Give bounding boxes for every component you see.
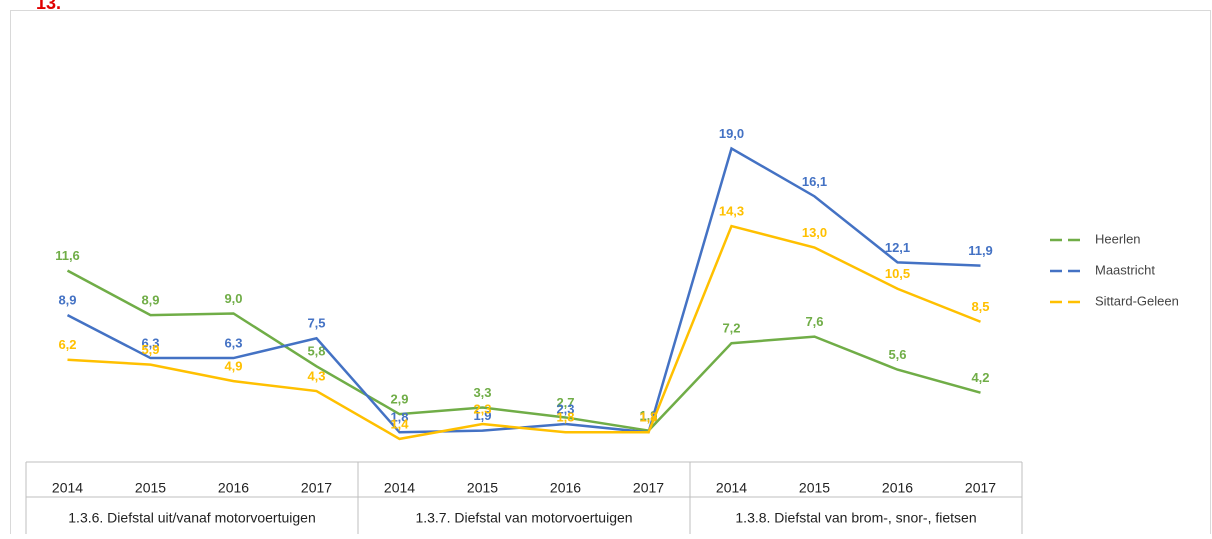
data-label: 2,3 <box>556 401 574 416</box>
line <box>66 269 981 432</box>
data-label: 11,6 <box>55 248 80 263</box>
data-label: 6,3 <box>141 335 159 350</box>
x-tick-label: 2017 <box>301 480 332 496</box>
data-label: 8,9 <box>58 293 76 308</box>
data-label: 19,0 <box>719 126 744 141</box>
data-label: 13,0 <box>802 225 827 240</box>
line <box>67 224 981 441</box>
x-tick-label: 2015 <box>799 480 830 496</box>
data-label: 8,5 <box>971 299 989 314</box>
legend-label: Maastricht <box>1095 262 1155 277</box>
x-tick-label: 2014 <box>384 480 415 496</box>
data-label: 5,9 <box>141 342 159 357</box>
data-label: 5,6 <box>888 347 906 362</box>
data-label: 12,1 <box>885 240 910 255</box>
heading: 13. <box>36 0 61 13</box>
x-tick-label: 2016 <box>550 480 581 496</box>
x-tick-label: 2014 <box>52 480 83 496</box>
data-label: 9,0 <box>224 291 242 306</box>
data-label: 1,8 <box>390 410 408 425</box>
x-tick-label: 2017 <box>633 480 664 496</box>
legend-label: Heerlen <box>1095 231 1141 246</box>
data-label: 7,2 <box>722 321 740 336</box>
data-label: 7,6 <box>805 314 823 329</box>
x-tick-label: 2016 <box>218 480 249 496</box>
data-label: 3,3 <box>473 385 491 400</box>
data-label: 1,8 <box>556 410 574 425</box>
data-label: 14,3 <box>719 203 744 218</box>
data-label: 2,7 <box>556 395 574 410</box>
group-label: 1.3.7. Diefstal van motorvoertuigen <box>415 510 632 526</box>
data-label: 1,9 <box>473 408 491 423</box>
group-label: 1.3.8. Diefstal van brom-, snor-, fietse… <box>735 510 976 526</box>
group-label: 1.3.6. Diefstal uit/vanaf motorvoertuige… <box>68 510 315 526</box>
data-label: 7,5 <box>307 316 325 331</box>
data-label: 1,4 <box>390 416 409 431</box>
data-label: 2,9 <box>390 392 408 407</box>
x-tick-label: 2014 <box>716 480 747 496</box>
data-label: 16,1 <box>802 174 827 189</box>
line <box>66 146 981 434</box>
data-label: 2,3 <box>473 401 491 416</box>
data-label: 4,9 <box>224 359 242 374</box>
data-label: 6,3 <box>224 335 242 350</box>
data-label: 11,9 <box>968 243 993 258</box>
data-label: 4,3 <box>307 368 325 383</box>
x-tick-label: 2017 <box>965 480 996 496</box>
data-label: 4,2 <box>971 370 989 385</box>
data-label: 8,9 <box>141 293 159 308</box>
x-tick-label: 2016 <box>882 480 913 496</box>
x-tick-label: 2015 <box>467 480 498 496</box>
data-label: 5,8 <box>307 344 325 359</box>
data-label: 1,8 <box>639 410 657 425</box>
legend-label: Sittard-Geleen <box>1095 293 1179 308</box>
chart-border <box>10 10 1211 539</box>
x-tick-label: 2015 <box>135 480 166 496</box>
data-label: 6,2 <box>58 337 76 352</box>
data-label: 10,5 <box>885 266 910 281</box>
